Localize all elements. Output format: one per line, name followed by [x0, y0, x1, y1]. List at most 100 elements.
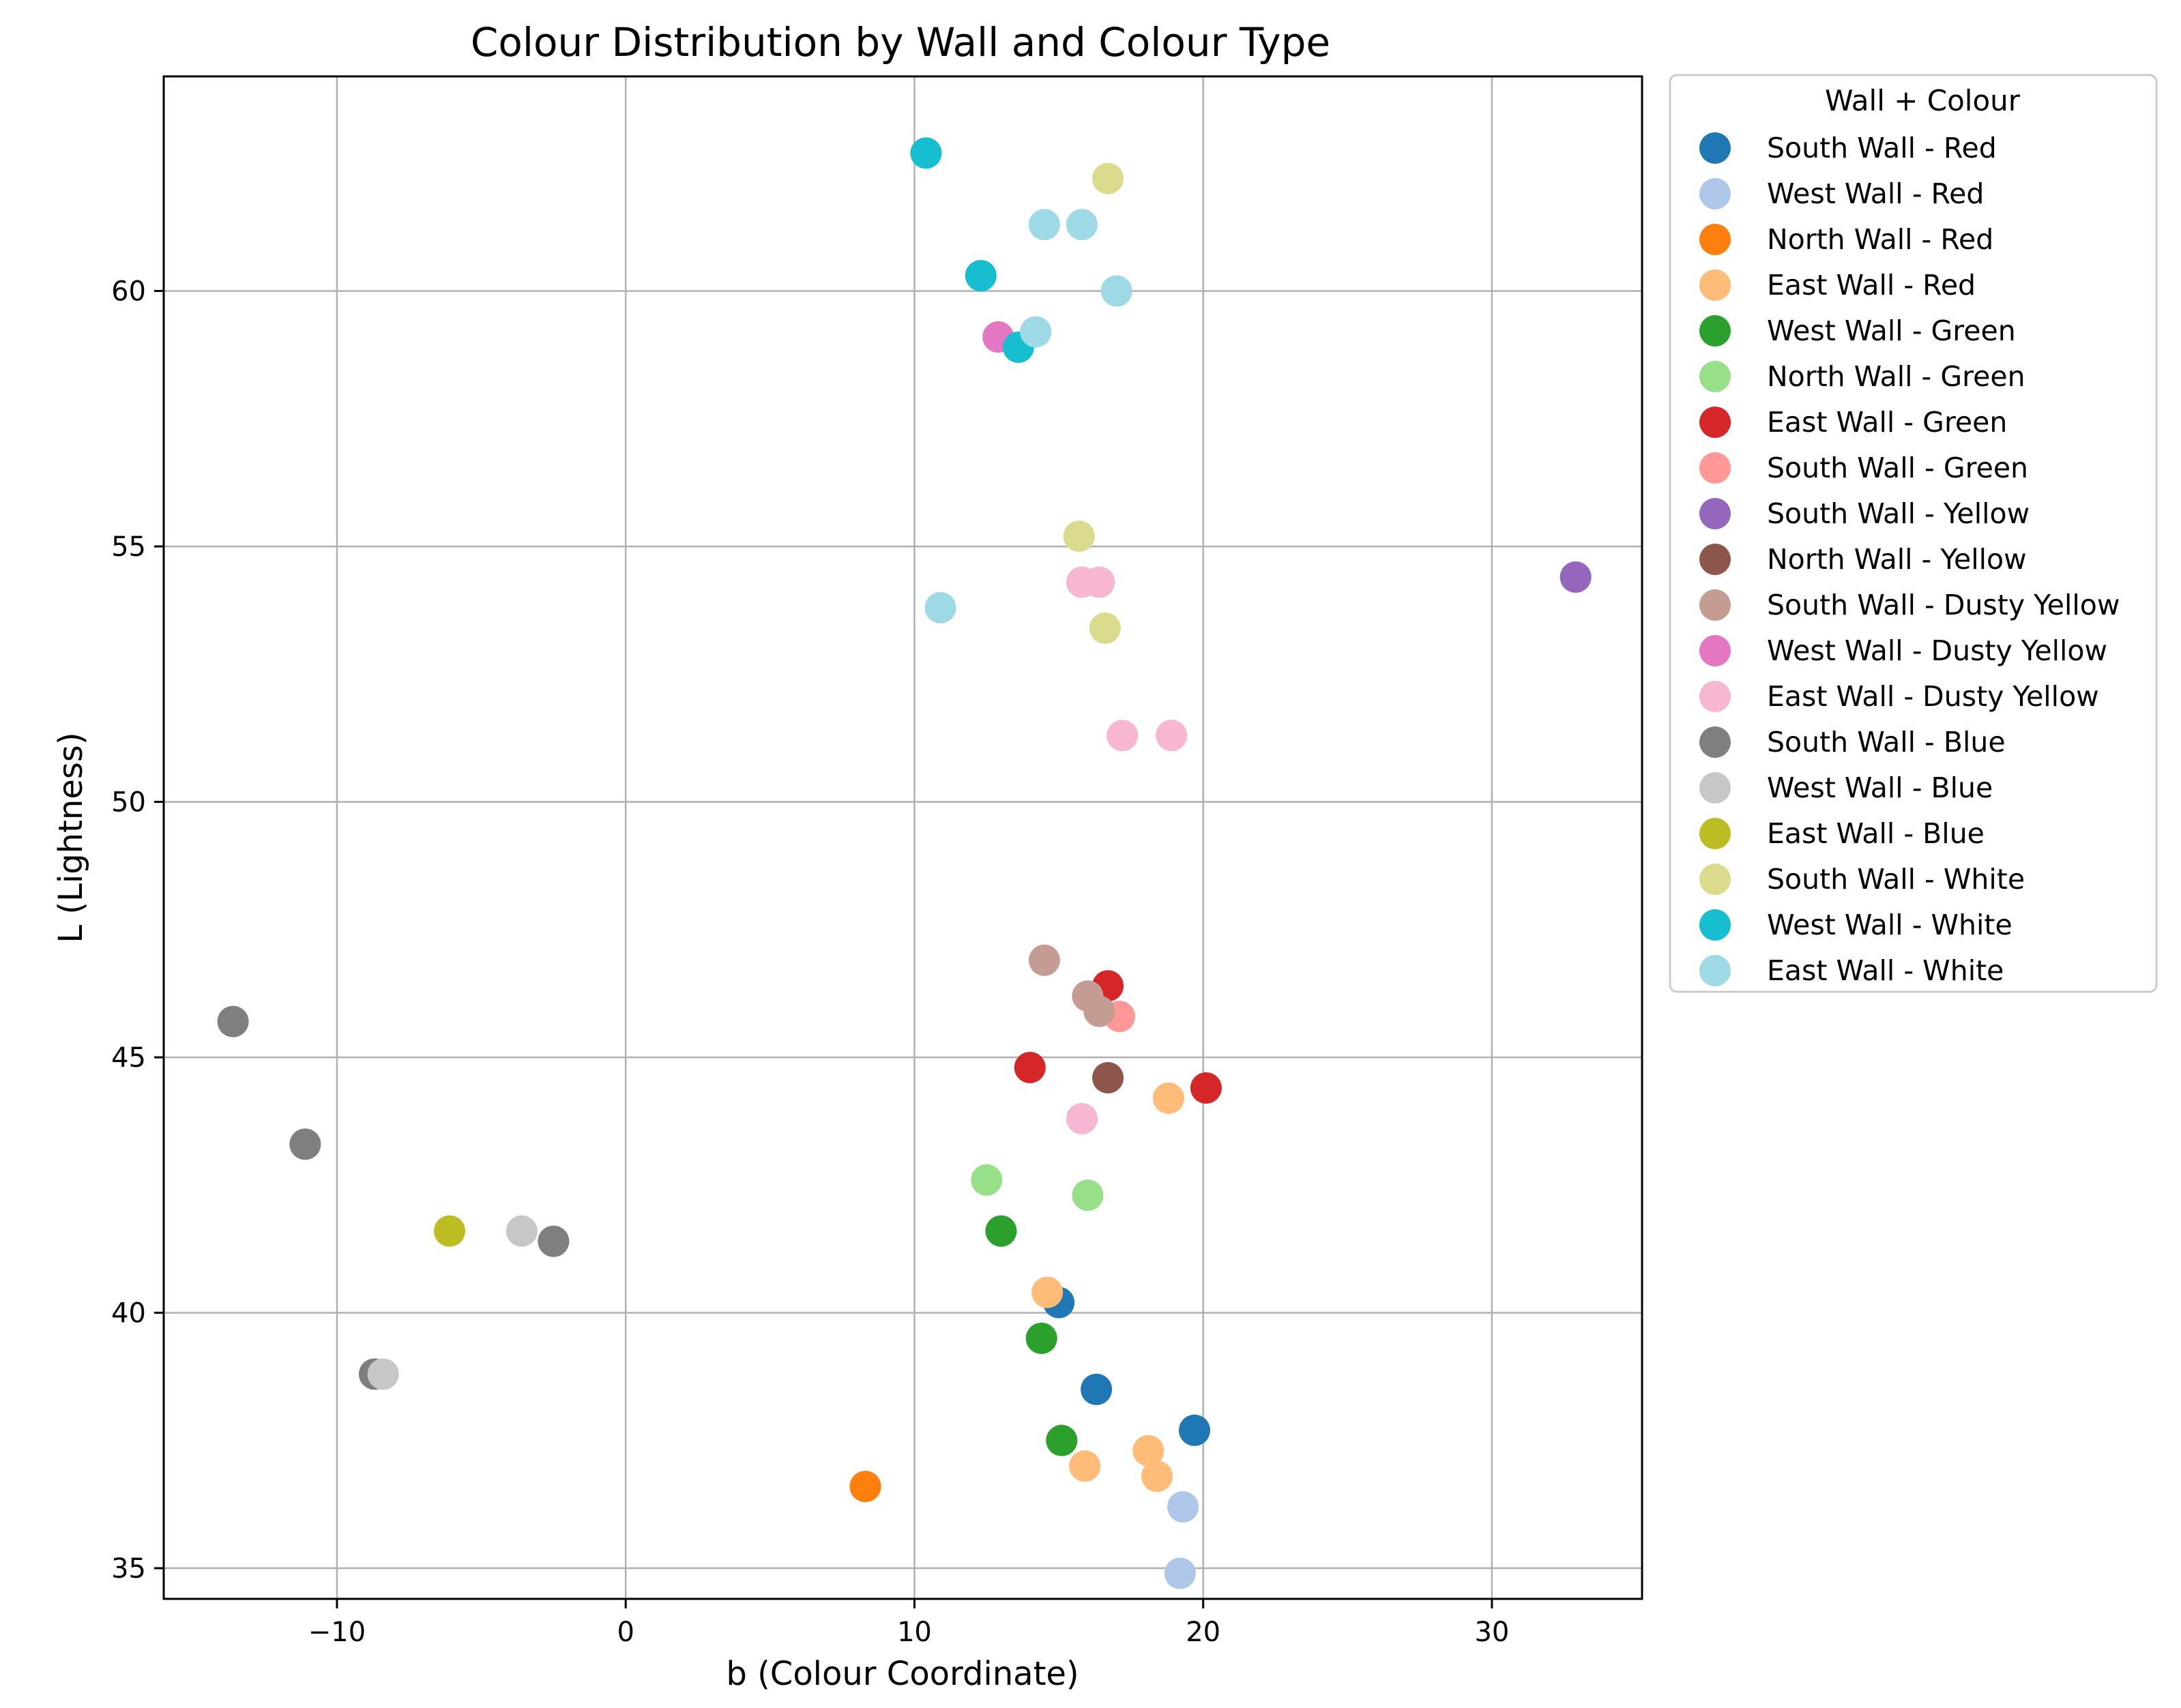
legend-marker [1699, 955, 1731, 986]
legend-marker [1699, 681, 1731, 712]
y-tick-label: 35 [111, 1553, 146, 1585]
data-point [1072, 1179, 1104, 1211]
data-point [1092, 162, 1124, 194]
y-tick-label: 45 [111, 1042, 146, 1074]
legend-marker [1699, 635, 1731, 666]
data-point [1028, 209, 1060, 241]
legend-marker [1699, 772, 1731, 804]
legend-label: West Wall - White [1767, 909, 2012, 941]
data-point [1081, 1373, 1113, 1405]
legend-marker [1699, 544, 1731, 575]
y-tick-label: 55 [111, 531, 146, 563]
data-point [1100, 275, 1132, 307]
legend-label: North Wall - Green [1767, 360, 2025, 393]
data-point [1014, 1052, 1046, 1084]
data-point [965, 260, 997, 292]
legend-label: South Wall - Blue [1767, 726, 2006, 759]
data-point [1066, 209, 1098, 241]
data-point [367, 1358, 399, 1390]
data-point [1132, 1434, 1165, 1467]
legend-marker [1699, 726, 1731, 758]
data-point [1046, 1424, 1078, 1456]
data-points [217, 137, 1592, 1589]
legend-label: East Wall - Red [1767, 269, 1976, 301]
data-point [1164, 1557, 1196, 1589]
legend-label: West Wall - Dusty Yellow [1767, 634, 2107, 667]
data-point [1560, 561, 1592, 593]
data-point [971, 1164, 1003, 1196]
legend-marker [1699, 909, 1731, 941]
legend-marker [1699, 361, 1731, 392]
legend-label: South Wall - Dusty Yellow [1767, 589, 2120, 621]
data-point [1178, 1414, 1210, 1446]
y-axis-label: L (Lightness) [52, 732, 90, 943]
chart-title: Colour Distribution by Wall and Colour T… [471, 19, 1330, 65]
plot-frame [162, 75, 1643, 1600]
legend-marker [1699, 315, 1731, 347]
legend-label: South Wall - Red [1767, 132, 1997, 164]
data-point [1092, 1062, 1124, 1094]
axis-ticks: −10 0 10 20 30 35 40 45 50 55 60 [111, 276, 1509, 1648]
x-tick-label: 10 [897, 1617, 932, 1648]
x-tick-label: 0 [617, 1617, 634, 1648]
data-point [849, 1471, 881, 1503]
data-point [924, 591, 956, 623]
grid [164, 76, 1642, 1599]
data-point [289, 1128, 321, 1160]
legend-marker [1699, 132, 1731, 164]
data-point [910, 137, 942, 169]
legend-marker [1699, 589, 1731, 621]
y-tick-label: 60 [111, 276, 146, 308]
x-tick-label: −10 [308, 1617, 366, 1648]
legend-label: East Wall - Dusty Yellow [1767, 680, 2099, 713]
legend-title: Wall + Colour [1825, 84, 2021, 117]
data-point [1083, 566, 1115, 598]
data-point [1089, 612, 1121, 644]
data-point [985, 1215, 1017, 1247]
legend-label: South Wall - White [1767, 863, 2025, 896]
legend-label: East Wall - White [1767, 954, 2004, 987]
legend-label: West Wall - Blue [1767, 771, 1993, 804]
x-tick-label: 20 [1186, 1617, 1220, 1648]
data-point [434, 1215, 466, 1247]
data-point [506, 1215, 538, 1247]
data-point [1063, 520, 1095, 553]
y-tick-label: 50 [111, 787, 146, 819]
data-point [1020, 316, 1052, 348]
data-point [1152, 1082, 1184, 1114]
legend-items: South Wall - Red West Wall - Red North Wal… [1699, 132, 2120, 987]
legend-marker [1699, 178, 1731, 209]
data-point [1025, 1323, 1057, 1355]
legend-marker [1699, 452, 1731, 484]
data-point [1028, 944, 1060, 976]
y-tick-label: 40 [111, 1298, 146, 1329]
legend-marker [1699, 407, 1731, 438]
data-point [1141, 1460, 1173, 1492]
legend-label: West Wall - Green [1767, 314, 2016, 347]
legend-frame [1669, 74, 2158, 993]
legend-marker [1699, 269, 1731, 301]
legend-marker [1699, 818, 1731, 849]
data-point [1107, 720, 1139, 752]
x-axis-label: b (Colour Coordinate) [726, 1655, 1079, 1693]
legend-label: West Wall - Red [1767, 177, 1984, 210]
data-point [1069, 1450, 1101, 1482]
x-tick-label: 30 [1474, 1617, 1509, 1648]
legend-label: East Wall - Blue [1767, 817, 1985, 850]
legend-marker [1699, 864, 1731, 895]
legend-marker [1699, 498, 1731, 529]
data-point [1190, 1072, 1222, 1104]
data-point [1156, 720, 1188, 752]
legend-marker [1699, 224, 1731, 255]
legend-label: North Wall - Red [1767, 223, 1993, 256]
data-point [1031, 1276, 1064, 1308]
legend-label: South Wall - Yellow [1767, 497, 2030, 530]
data-point [1083, 995, 1115, 1027]
data-point [217, 1005, 249, 1037]
data-point [1066, 1102, 1098, 1134]
legend: Wall + Colour South Wall - Red West Wall … [1669, 74, 2158, 993]
data-point [538, 1225, 570, 1257]
data-point [1167, 1491, 1199, 1523]
legend-label: South Wall - Green [1767, 452, 2028, 484]
